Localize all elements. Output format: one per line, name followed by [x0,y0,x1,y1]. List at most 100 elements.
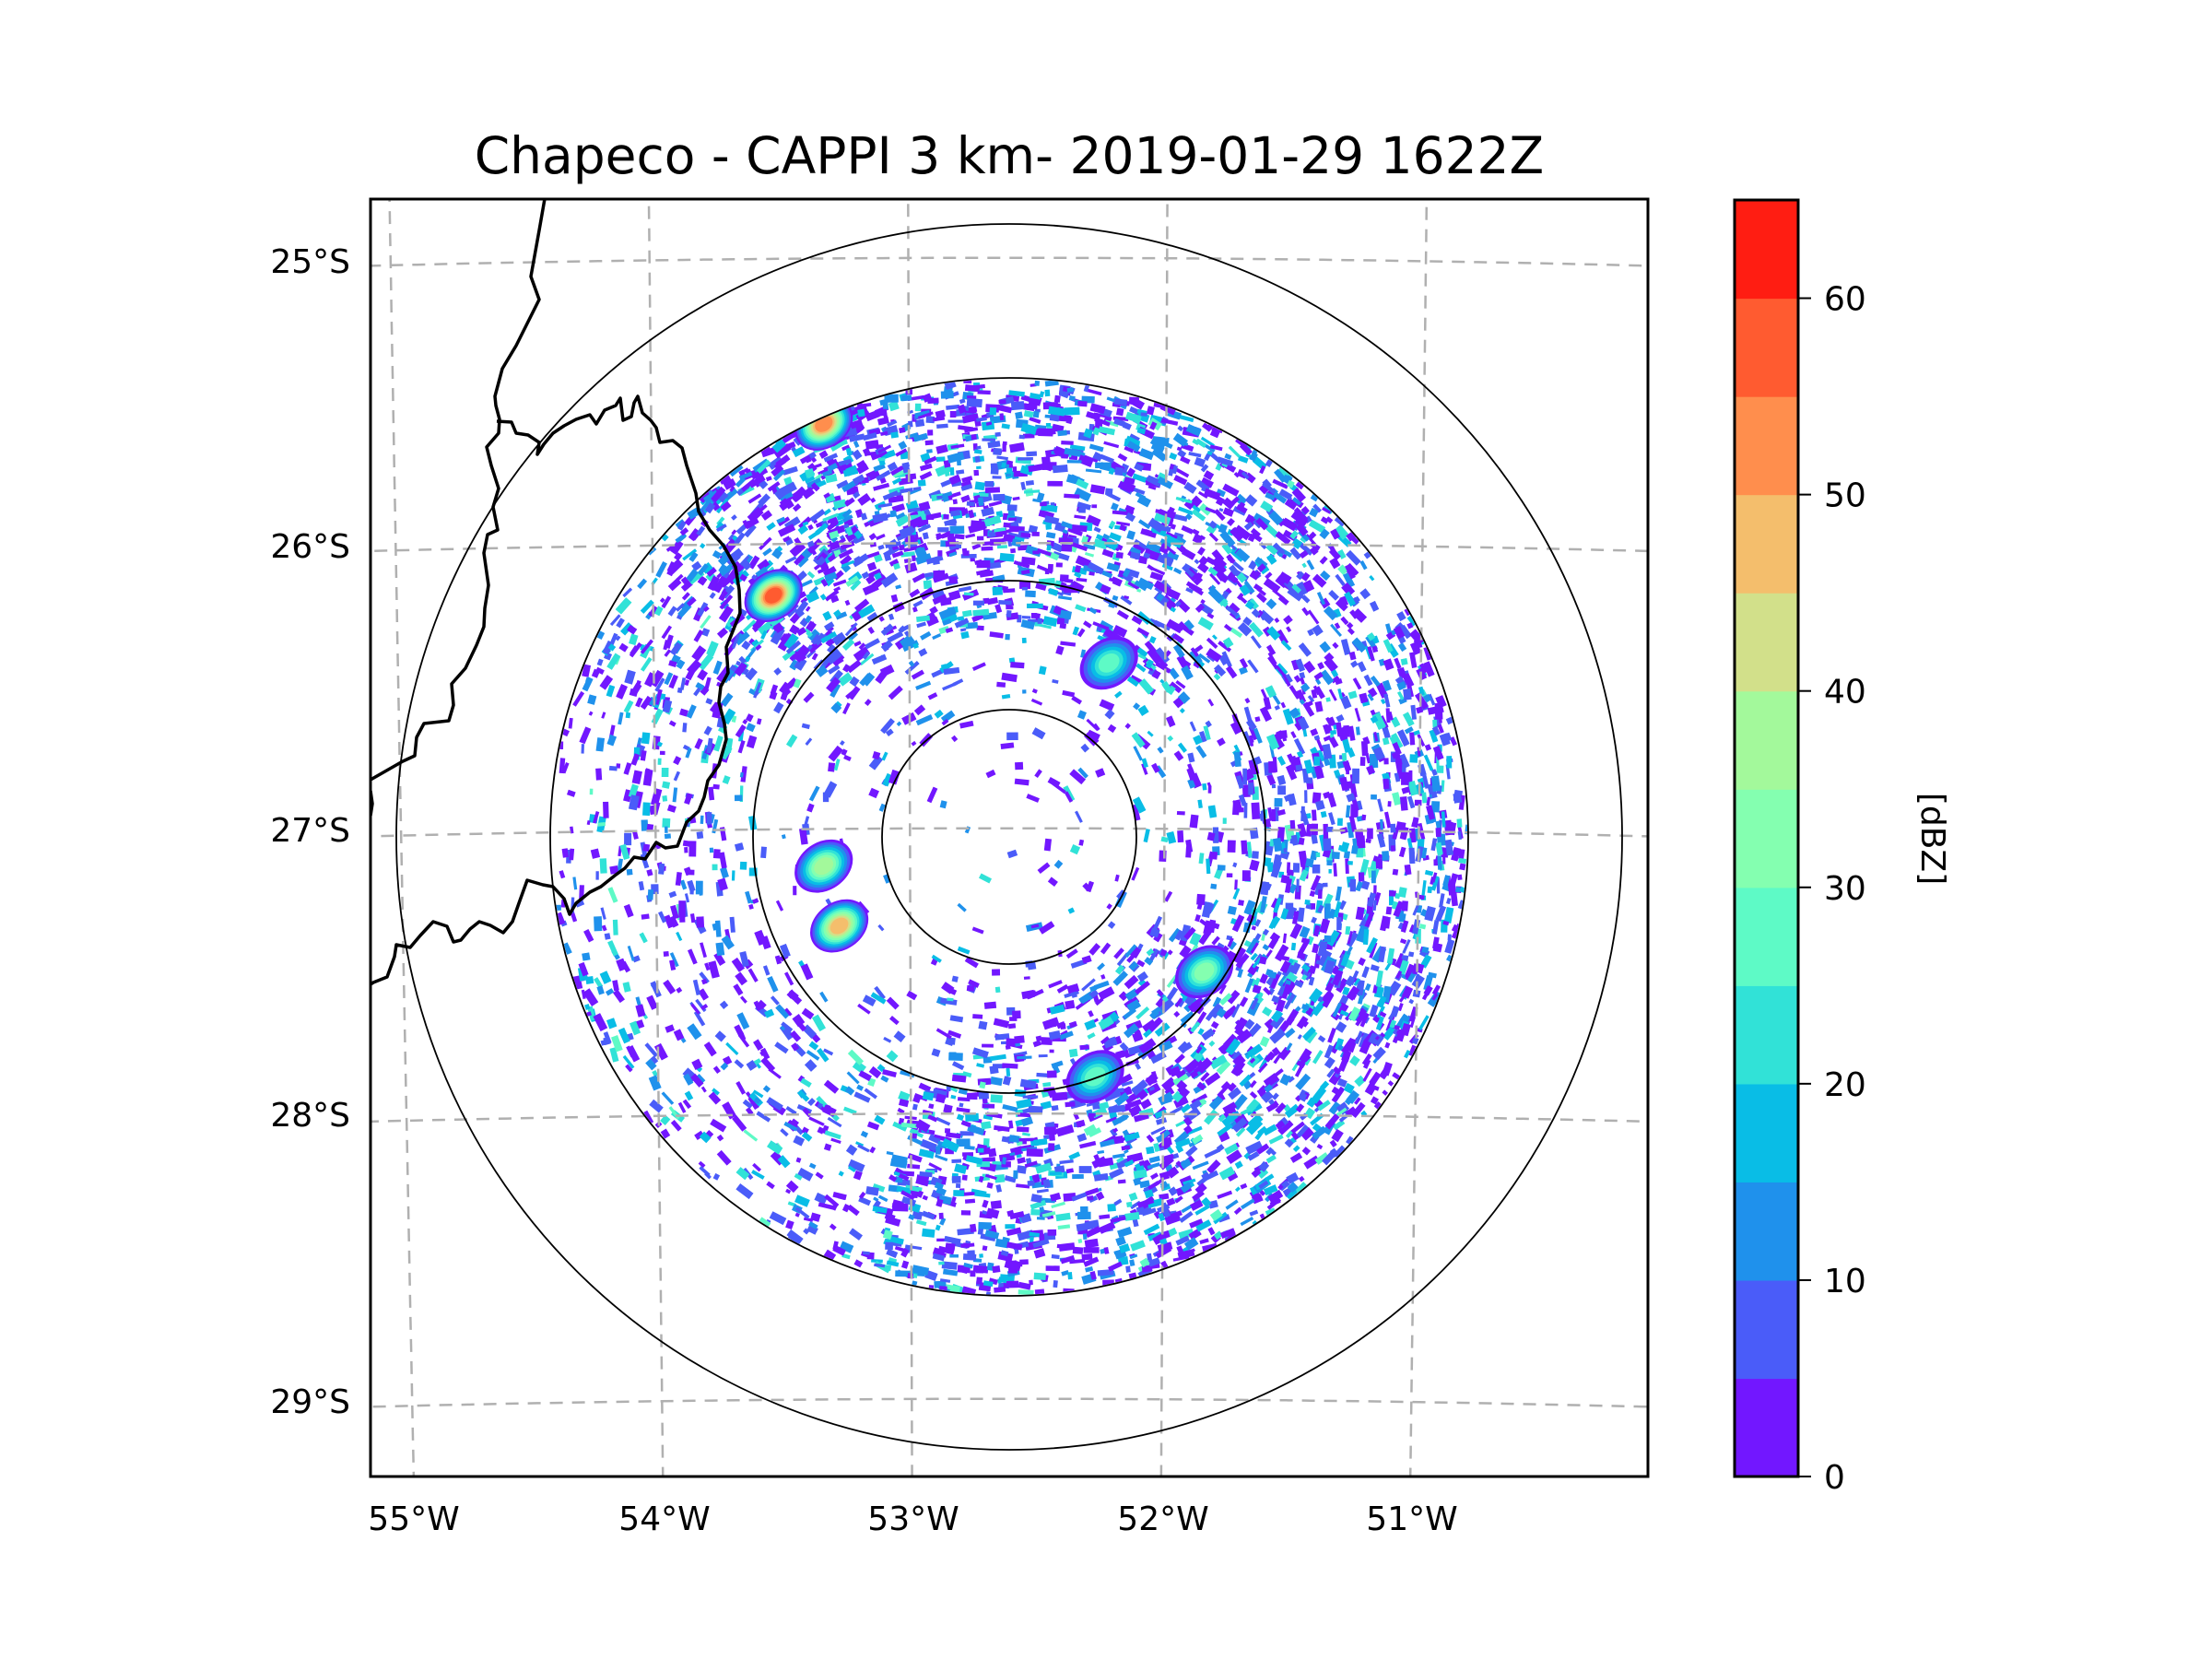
echo-pixel [1146,1134,1155,1144]
echo-pixel [746,735,758,749]
echo-pixel [1232,888,1241,900]
echo-pixel [612,980,619,992]
echo-pixel [759,536,772,550]
echo-pixel [811,1014,827,1032]
echo-pixel [665,634,674,649]
echo-pixel [1194,644,1204,653]
echo-pixel [618,642,629,653]
echo-pixel [1390,823,1396,833]
echo-pixel [1335,886,1342,901]
echo-pixel [697,575,708,586]
echo-pixel [663,950,669,957]
echo-pixel [877,457,886,462]
echo-pixel [626,1045,641,1063]
echo-pixel [623,700,634,713]
echo-pixel [668,720,677,727]
echo-pixel [1006,732,1018,741]
echo-pixel [1307,695,1315,703]
echo-pixel [935,1154,948,1162]
echo-pixel [1308,519,1326,534]
echo-pixel [1250,952,1258,961]
echo-pixel [632,830,639,840]
echo-pixel [993,447,1002,455]
echo-pixel [1271,994,1280,1004]
echo-pixel [1077,454,1094,468]
echo-pixel [765,476,772,482]
echo-pixel [1138,678,1155,695]
echo-pixel [1323,503,1335,514]
echo-pixel [662,818,671,829]
echo-pixel [853,441,860,448]
echo-pixel [1324,652,1335,663]
echo-pixel [947,590,961,601]
echo-pixel [662,700,673,713]
echo-pixel [662,794,668,802]
echo-pixel [1003,1280,1019,1288]
echo-pixel [976,535,984,541]
echo-pixel [739,861,747,870]
echo-pixel [1326,860,1333,866]
echo-pixel [1293,737,1306,755]
echo-pixel [759,479,769,489]
echo-pixel [981,1121,992,1130]
echo-pixel [847,1204,860,1217]
echo-pixel [1196,547,1206,556]
echo-pixel [806,1050,820,1061]
echo-pixel [688,841,697,857]
echo-pixel [658,863,665,875]
echo-pixel [1419,954,1432,969]
echo-pixel [931,1048,941,1057]
echo-pixel [1148,636,1157,644]
echo-pixel [1045,422,1052,427]
echo-pixel [1347,1038,1358,1053]
echo-pixel [1304,1057,1312,1066]
echo-pixel [641,732,651,745]
echo-pixel [760,846,767,859]
echo-pixel [1332,1119,1346,1131]
echo-pixel [1259,1213,1265,1219]
echo-pixel [870,497,877,503]
echo-pixel [1273,897,1282,913]
echo-pixel [1397,1003,1404,1012]
echo-pixel [1218,993,1232,1006]
echo-pixel [1026,603,1043,609]
echo-pixel [745,468,751,475]
echo-pixel [650,1055,659,1065]
echo-pixel [1247,1022,1262,1038]
echo-pixel [1225,665,1238,679]
echo-pixel [758,493,771,507]
echo-pixel [1060,1254,1076,1265]
echo-pixel [800,579,813,588]
echo-pixel [1284,497,1299,511]
echo-pixel [722,488,738,502]
echo-pixel [698,988,710,1001]
echo-pixel [806,463,818,473]
echo-pixel [1025,480,1034,486]
echo-pixel [912,555,916,562]
echo-pixel [866,561,877,571]
echo-pixel [1370,964,1380,972]
echo-pixel [1211,634,1218,641]
echo-pixel [1210,1020,1219,1030]
echo-pixel [1109,532,1122,542]
echo-pixel [1296,571,1305,581]
echo-pixel [1271,783,1277,789]
echo-pixel [712,864,718,871]
echo-pixel [1212,852,1218,860]
echo-pixel [1027,1180,1035,1186]
echo-pixel [745,667,758,681]
echo-pixel [927,429,934,436]
echo-pixel [933,1247,946,1257]
echo-pixel [1237,455,1249,464]
echo-pixel [1129,433,1140,442]
echo-pixel [1430,876,1440,891]
echo-pixel [1114,466,1124,477]
echo-pixel [818,1202,835,1210]
echo-pixel [1166,685,1176,696]
echo-pixel [1401,900,1408,912]
echo-pixel [1038,665,1047,676]
echo-pixel [753,1097,761,1104]
echo-pixel [906,990,918,1001]
echo-pixel [640,749,647,761]
echo-pixel [1329,729,1337,735]
